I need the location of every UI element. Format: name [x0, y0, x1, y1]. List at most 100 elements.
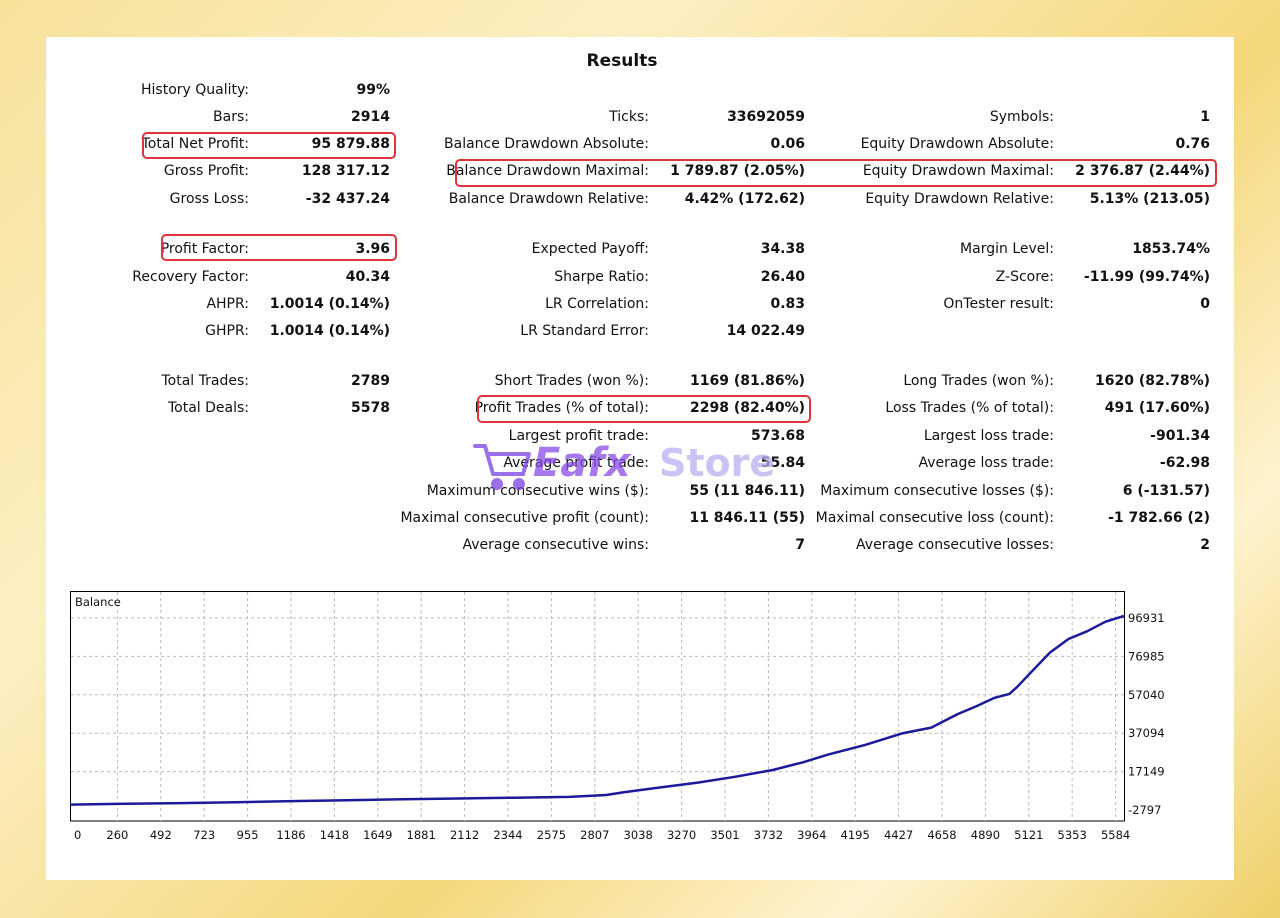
x-tick-label: 1649 — [363, 828, 392, 842]
watermark-logo: Eafx Store — [473, 440, 775, 490]
short-trades-won-value: 1169 (81.86%) — [690, 373, 805, 389]
total-net-profit-value: 95 879.88 — [311, 136, 390, 152]
x-tick-label: 955 — [237, 828, 259, 842]
x-tick-label: 3501 — [710, 828, 739, 842]
average-loss-trade-value: -62.98 — [1159, 455, 1210, 471]
chart-title: Balance — [75, 595, 121, 609]
x-tick-label: 3270 — [667, 828, 696, 842]
gross-profit-value: 128 317.12 — [301, 163, 390, 179]
x-tick-label: 1186 — [276, 828, 305, 842]
average-consecutive-losses-value: 2 — [1200, 537, 1210, 553]
plot-frame — [70, 591, 1125, 822]
margin-level-value: 1853.74% — [1132, 241, 1210, 257]
ghpr-value: 1.0014 (0.14%) — [269, 323, 390, 339]
long-trades-won-label: Long Trades (won %): — [903, 373, 1054, 389]
x-tick-label: 4890 — [971, 828, 1000, 842]
long-trades-won-value: 1620 (82.78%) — [1095, 373, 1210, 389]
maximal-consecutive-loss-count-value: -1 782.66 (2) — [1108, 510, 1210, 526]
ticks-value: 33692059 — [727, 109, 805, 125]
lr-standard-error-value: 14 022.49 — [726, 323, 805, 339]
watermark-text-store: Store — [659, 441, 775, 485]
maximal-consecutive-loss-count-label: Maximal consecutive loss (count): — [815, 510, 1054, 526]
profit-factor-label: Profit Factor: — [160, 241, 249, 257]
ghpr-label: GHPR: — [205, 323, 249, 339]
x-tick-label: 4658 — [927, 828, 956, 842]
x-tick-label: 3732 — [754, 828, 783, 842]
x-tick-label: 2575 — [537, 828, 566, 842]
highlight-total-net-profit — [142, 132, 396, 159]
highlight-profit-trades — [477, 395, 811, 423]
average-consecutive-wins-value: 7 — [795, 537, 805, 553]
lr-correlation-value: 0.83 — [770, 296, 805, 312]
bars-value: 2914 — [351, 109, 390, 125]
highlight-balance-drawdown-maximal — [455, 159, 1217, 187]
gross-loss-value: -32 437.24 — [305, 191, 390, 207]
ahpr-label: AHPR: — [206, 296, 249, 312]
largest-loss-trade-label: Largest loss trade: — [923, 428, 1054, 444]
x-tick-label: 3964 — [797, 828, 826, 842]
balance-drawdown-maximal-value: 1 789.87 (2.05%) — [670, 163, 805, 179]
x-tick-label: 4195 — [841, 828, 870, 842]
short-trades-won-label: Short Trades (won %): — [494, 373, 649, 389]
lr-correlation-label: LR Correlation: — [545, 296, 649, 312]
y-tick-label: 76985 — [1128, 649, 1165, 663]
balance-series-line — [70, 614, 1125, 806]
profit-trades-of-total-value: 2298 (82.40%) — [690, 400, 805, 416]
x-tick-label: 2112 — [450, 828, 479, 842]
average-consecutive-wins-label: Average consecutive wins: — [462, 537, 649, 553]
equity-drawdown-relative-value: 5.13% (213.05) — [1089, 191, 1210, 207]
z-score-value: -11.99 (99.74%) — [1083, 269, 1210, 285]
loss-trades-of-total-value: 491 (17.60%) — [1104, 400, 1210, 416]
x-tick-label: 1881 — [407, 828, 436, 842]
sharpe-ratio-label: Sharpe Ratio: — [554, 269, 649, 285]
expected-payoff-label: Expected Payoff: — [531, 241, 649, 257]
watermark-text-eafx: Eafx — [533, 440, 632, 486]
x-tick-label: 1418 — [320, 828, 349, 842]
balance-drawdown-absolute-value: 0.06 — [770, 136, 805, 152]
expected-payoff-value: 34.38 — [760, 241, 805, 257]
results-title: Results — [586, 51, 658, 71]
x-tick-label: 723 — [193, 828, 215, 842]
symbols-value: 1 — [1200, 109, 1210, 125]
balance-drawdown-absolute-label: Balance Drawdown Absolute: — [444, 136, 649, 152]
largest-profit-trade-label: Largest profit trade: — [508, 428, 649, 444]
balance-chart: 96931 76985 57040 37094 17149 -2797 0 260 492 723… — [70, 591, 1165, 842]
ticks-label: Ticks: — [609, 109, 649, 125]
equity-drawdown-absolute-label: Equity Drawdown Absolute: — [860, 136, 1054, 152]
total-deals-value: 5578 — [351, 400, 390, 416]
y-tick-label: -2797 — [1128, 803, 1161, 817]
gross-loss-label: Gross Loss: — [169, 191, 249, 207]
x-tick-label: 0 — [74, 828, 81, 842]
ahpr-value: 1.0014 (0.14%) — [269, 296, 390, 312]
x-tick-label: 5121 — [1014, 828, 1043, 842]
total-deals-label: Total Deals: — [167, 400, 249, 416]
average-consecutive-losses-label: Average consecutive losses: — [856, 537, 1054, 553]
recovery-factor-value: 40.34 — [345, 269, 390, 285]
x-tick-label: 492 — [150, 828, 172, 842]
lr-standard-error-label: LR Standard Error: — [520, 323, 649, 339]
balance-drawdown-relative-label: Balance Drawdown Relative: — [448, 191, 649, 207]
gross-profit-label: Gross Profit: — [163, 163, 249, 179]
maximum-consecutive-losses-value: 6 (-131.57) — [1122, 483, 1210, 499]
balance-drawdown-relative-value: 4.42% (172.62) — [684, 191, 805, 207]
x-tick-label: 3038 — [624, 828, 653, 842]
maximum-consecutive-losses-label: Maximum consecutive losses ($): — [820, 483, 1054, 499]
equity-drawdown-maximal-label: Equity Drawdown Maximal: — [862, 163, 1054, 179]
results-panel: Results History Quality: 99% Bars: 2914 Tota… — [46, 37, 1234, 880]
maximal-consecutive-profit-count-label: Maximal consecutive profit (count): — [400, 510, 649, 526]
recovery-factor-label: Recovery Factor: — [132, 269, 249, 285]
y-tick-label: 37094 — [1128, 726, 1165, 740]
total-net-profit-label: Total Net Profit: — [141, 136, 249, 152]
largest-profit-trade-value: 573.68 — [750, 428, 805, 444]
balance-drawdown-maximal-label: Balance Drawdown Maximal: — [446, 163, 649, 179]
profit-factor-value: 3.96 — [355, 241, 390, 257]
y-tick-label: 96931 — [1128, 611, 1165, 625]
x-tick-label: 5353 — [1058, 828, 1087, 842]
profit-trades-of-total-label: Profit Trades (% of total): — [474, 400, 649, 416]
total-trades-value: 2789 — [351, 373, 390, 389]
equity-drawdown-maximal-value: 2 376.87 (2.44%) — [1075, 163, 1210, 179]
maximal-consecutive-profit-count-value: 11 846.11 (55) — [689, 510, 805, 526]
x-tick-label: 260 — [106, 828, 128, 842]
history-quality-label: History Quality: — [141, 82, 249, 98]
margin-level-label: Margin Level: — [960, 241, 1054, 257]
